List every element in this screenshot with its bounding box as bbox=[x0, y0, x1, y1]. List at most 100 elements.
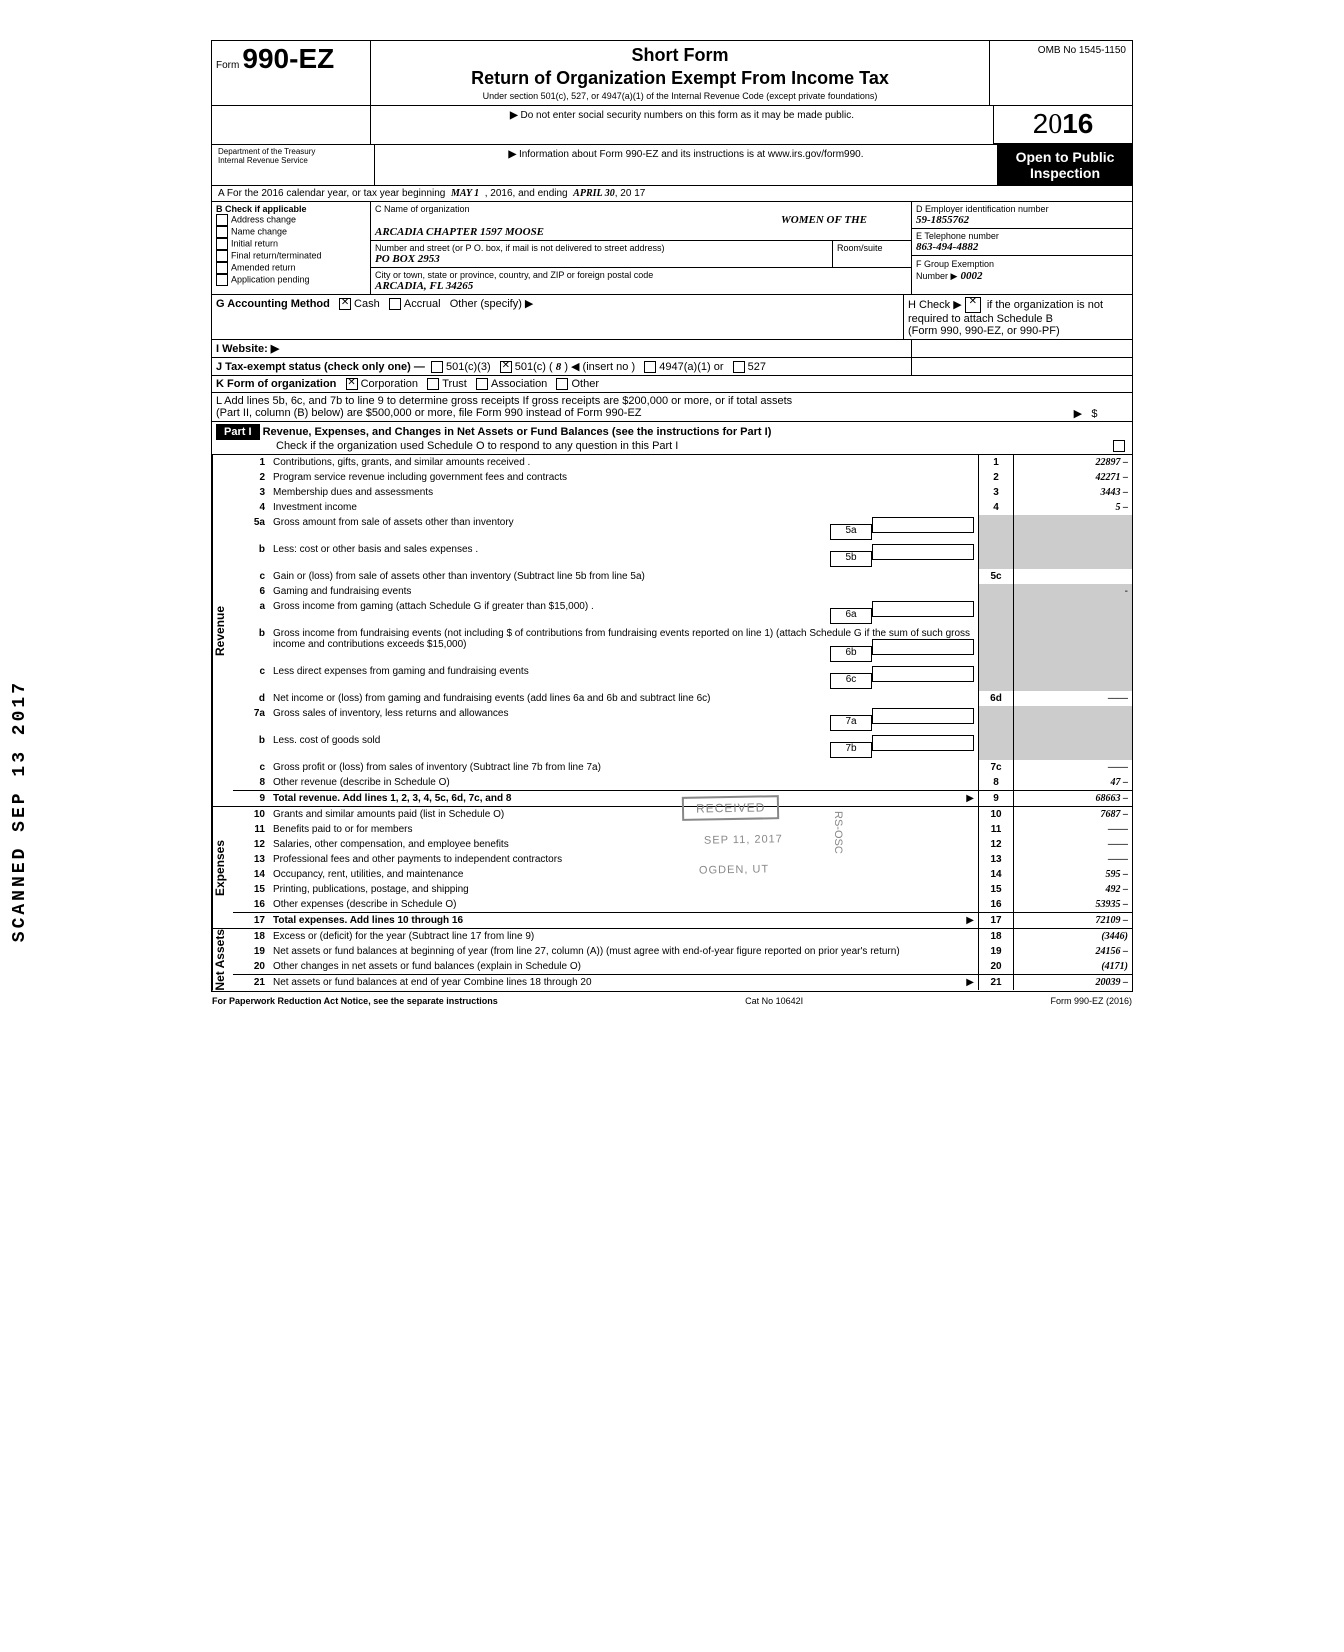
line-5b-box: 5b bbox=[830, 551, 872, 567]
line-19-val: 24156 – bbox=[1014, 944, 1133, 959]
footer-mid: Cat No 10642I bbox=[745, 996, 803, 1006]
received-stamp: RECEIVED bbox=[682, 795, 780, 821]
line-a: A For the 2016 calendar year, or tax yea… bbox=[212, 186, 1132, 202]
cb-4947[interactable] bbox=[644, 361, 656, 373]
line-5b-desc: Less: cost or other basis and sales expe… bbox=[273, 544, 478, 555]
footer: For Paperwork Reduction Act Notice, see … bbox=[206, 992, 1138, 1010]
cb-501c-label: 501(c) ( bbox=[515, 361, 553, 373]
cb-accrual[interactable] bbox=[389, 298, 401, 310]
line-8-val: 47 – bbox=[1014, 775, 1133, 791]
line-6b-box: 6b bbox=[830, 646, 872, 662]
cb-assoc[interactable] bbox=[476, 378, 488, 390]
box-f-label: F Group Exemption bbox=[916, 259, 994, 269]
line-10-val: 7687 – bbox=[1014, 807, 1133, 822]
cb-corp[interactable] bbox=[346, 378, 358, 390]
cb-trust-label: Trust bbox=[442, 378, 467, 390]
line-a-endyear: , 20 17 bbox=[615, 188, 646, 199]
line-19-desc: Net assets or fund balances at beginning… bbox=[269, 944, 979, 959]
city-label: City or town, state or province, country… bbox=[375, 270, 907, 280]
line-16-desc: Other expenses (describe in Schedule O) bbox=[269, 897, 979, 913]
stamp-date: SEP 11, 2017 bbox=[692, 830, 795, 850]
year-2: 20 bbox=[1033, 108, 1063, 139]
stamp-rsosc: RS-OSC bbox=[832, 811, 844, 854]
line-a-prefix: A For the 2016 calendar year, or tax yea… bbox=[218, 188, 445, 199]
box-g-other: Other (specify) ▶ bbox=[450, 298, 534, 310]
info-text: Information about Form 990-EZ and its in… bbox=[519, 149, 864, 160]
box-h-3: required to attach Schedule B bbox=[908, 313, 1053, 325]
line-17-desc: Total expenses. Add lines 10 through 16 bbox=[273, 915, 463, 926]
line-11-desc: Benefits paid to or for members bbox=[269, 822, 979, 837]
line-4-val: 5 – bbox=[1014, 500, 1133, 515]
dept-text: Department of the Treasury bbox=[218, 147, 368, 156]
cb-schedule-b[interactable] bbox=[965, 297, 981, 313]
netassets-label: Net Assets bbox=[212, 929, 233, 991]
dept-cell-spacer bbox=[212, 106, 371, 144]
cb-final-label: Final return/terminated bbox=[231, 250, 322, 260]
expenses-label: Expenses bbox=[212, 807, 233, 928]
irs-text: Internal Revenue Service bbox=[218, 156, 368, 165]
cb-assoc-label: Association bbox=[491, 378, 547, 390]
form-990ez: Form 990-EZ Short Form Return of Organiz… bbox=[211, 40, 1133, 992]
info-cell: ▶ Information about Form 990-EZ and its … bbox=[375, 145, 998, 185]
line-18-val: (3446) bbox=[1014, 929, 1133, 944]
street-value: PO BOX 2953 bbox=[375, 253, 828, 265]
revenue-section: Revenue 1Contributions, gifts, grants, a… bbox=[212, 455, 1132, 807]
cb-pending[interactable] bbox=[216, 274, 228, 286]
cb-final[interactable] bbox=[216, 250, 228, 262]
line-6c-desc: Less direct expenses from gaming and fun… bbox=[273, 666, 529, 677]
cb-cash[interactable] bbox=[339, 298, 351, 310]
line-5a-desc: Gross amount from sale of assets other t… bbox=[273, 517, 514, 528]
stamp-received: RECEIVED bbox=[696, 800, 766, 815]
box-k-row: K Form of organization Corporation Trust… bbox=[212, 376, 1132, 393]
ssn-warning-cell: ▶ Do not enter social security numbers o… bbox=[371, 106, 994, 144]
line-6a-desc: Gross income from gaming (attach Schedul… bbox=[273, 601, 594, 612]
line-9-desc: Total revenue. Add lines 1, 2, 3, 4, 5c,… bbox=[273, 793, 511, 804]
cb-schedule-o[interactable] bbox=[1113, 440, 1125, 452]
header-row: Form 990-EZ Short Form Return of Organiz… bbox=[212, 41, 1132, 106]
line-3-desc: Membership dues and assessments bbox=[269, 485, 979, 500]
box-l-dollar: $ bbox=[1091, 408, 1097, 420]
cb-amended[interactable] bbox=[216, 262, 228, 274]
public-inspection: Open to Public Inspection bbox=[998, 145, 1132, 185]
line-21-val: 20039 – bbox=[1014, 975, 1133, 991]
org-name-1: WOMEN OF THE bbox=[781, 214, 867, 226]
box-c-label: C Name of organization bbox=[375, 204, 907, 214]
cb-501c[interactable] bbox=[500, 361, 512, 373]
box-i-label: I Website: ▶ bbox=[212, 340, 912, 357]
cb-4947-label: 4947(a)(1) or bbox=[659, 361, 723, 373]
box-h: H Check ▶ if the organization is not req… bbox=[904, 295, 1132, 339]
line-6c-box: 6c bbox=[830, 673, 872, 689]
box-def: D Employer identification number 59-1855… bbox=[912, 202, 1132, 294]
scanned-stamp: SCANNED SEP 13 2017 bbox=[10, 680, 30, 942]
box-e-label: E Telephone number bbox=[916, 231, 1128, 241]
box-k: K Form of organization Corporation Trust… bbox=[212, 376, 1132, 392]
cb-initial[interactable] bbox=[216, 238, 228, 250]
cb-address-label: Address change bbox=[231, 214, 296, 224]
cb-other[interactable] bbox=[556, 378, 568, 390]
box-d-label: D Employer identification number bbox=[916, 204, 1128, 214]
ssn-warning: Do not enter social security numbers on … bbox=[520, 110, 853, 121]
footer-left: For Paperwork Reduction Act Notice, see … bbox=[212, 996, 498, 1006]
part1-header: Part I Revenue, Expenses, and Changes in… bbox=[212, 422, 1132, 455]
line-6d-val: —— bbox=[1014, 691, 1133, 706]
stamp-ogden: OGDEN, UT bbox=[687, 860, 781, 880]
subtitle: Under section 501(c), 527, or 4947(a)(1)… bbox=[377, 91, 983, 101]
cb-trust[interactable] bbox=[427, 378, 439, 390]
year-16: 16 bbox=[1062, 108, 1093, 139]
box-f-label2: Number ▶ bbox=[916, 271, 957, 281]
line-12-val: —— bbox=[1014, 837, 1133, 852]
cb-527[interactable] bbox=[733, 361, 745, 373]
line-7b-box: 7b bbox=[830, 742, 872, 758]
cb-accrual-label: Accrual bbox=[404, 298, 441, 310]
line-a-mid: , 2016, and ending bbox=[485, 188, 568, 199]
cb-501c3[interactable] bbox=[431, 361, 443, 373]
box-l-arrow: ▶ bbox=[1074, 408, 1082, 420]
revenue-label: Revenue bbox=[212, 455, 233, 806]
room-label: Room/suite bbox=[832, 241, 911, 267]
cb-name-label: Name change bbox=[231, 226, 287, 236]
gh-row: G Accounting Method Cash Accrual Other (… bbox=[212, 295, 1132, 340]
line-20-val: (4171) bbox=[1014, 959, 1133, 975]
line-8-desc: Other revenue (describe in Schedule O) bbox=[269, 775, 979, 791]
cb-name[interactable] bbox=[216, 226, 228, 238]
cb-address[interactable] bbox=[216, 214, 228, 226]
